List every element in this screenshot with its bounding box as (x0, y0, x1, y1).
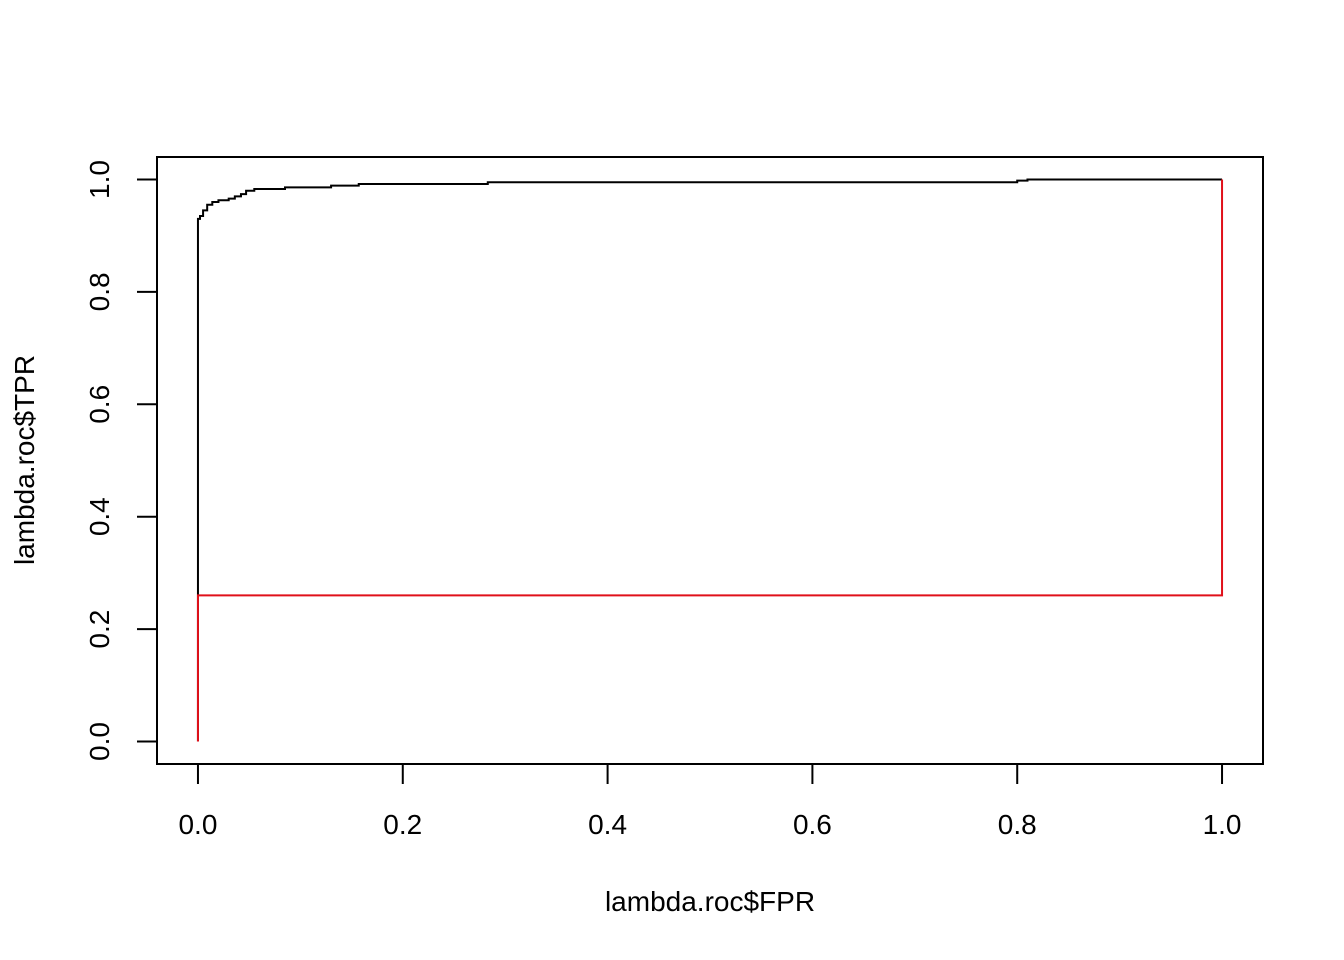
x-axis-title: lambda.roc$FPR (605, 886, 815, 917)
y-tick-label: 0.4 (84, 497, 115, 536)
roc-series-line-2 (196, 179, 1224, 742)
y-axis-title: lambda.roc$TPR (9, 355, 40, 565)
x-tick-label: 0.0 (178, 809, 217, 840)
plot-area-frame (156, 156, 1264, 765)
y-axis: 0.0 0.2 0.4 0.6 0.8 1.0 (84, 160, 158, 761)
y-tick-label: 0.8 (84, 272, 115, 311)
y-tick-label: 0.2 (84, 610, 115, 649)
roc-series-line-1 (196, 178, 1223, 742)
y-tick-label: 1.0 (84, 160, 115, 199)
y-tick-label: 0.6 (84, 385, 115, 424)
x-tick-label: 0.2 (383, 809, 422, 840)
series-layer (196, 178, 1224, 742)
x-tick-label: 0.8 (998, 809, 1037, 840)
x-tick-label: 0.6 (793, 809, 832, 840)
x-axis: 0.0 0.2 0.4 0.6 0.8 1.0 (178, 763, 1242, 840)
x-tick-label: 0.4 (588, 809, 627, 840)
x-tick-label: 1.0 (1203, 809, 1242, 840)
y-tick-label: 0.0 (84, 722, 115, 761)
